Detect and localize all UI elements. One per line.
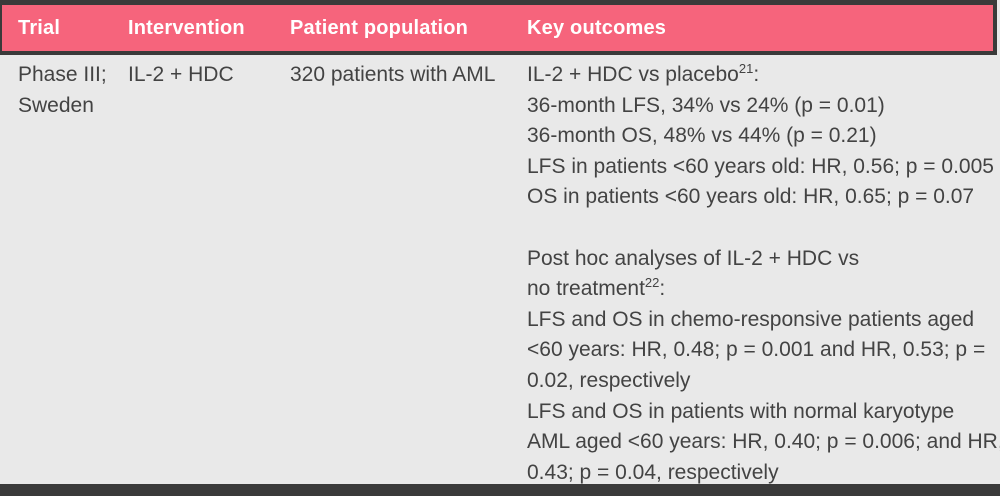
table-bottom-border — [0, 484, 1000, 496]
outcome-line: <60 years: HR, 0.48; p = 0.001 and HR, 0… — [527, 335, 1000, 366]
column-header-trial: Trial — [18, 16, 61, 39]
outcome-text: Post hoc analyses of IL-2 + HDC vs — [527, 246, 860, 270]
outcome-line: LFS in patients <60 years old: HR, 0.56;… — [527, 152, 1000, 183]
outcome-line: Post hoc analyses of IL-2 + HDC vs — [527, 244, 1000, 275]
reference-superscript: 22 — [644, 275, 660, 291]
outcome-text: LFS in patients <60 years old: HR, 0.56;… — [527, 154, 994, 178]
trial-line: Phase III; — [18, 63, 107, 86]
outcome-text: AML aged <60 years: HR, 0.40; p = 0.006;… — [527, 430, 1000, 454]
outcome-line: 0.02, respectively — [527, 366, 1000, 397]
outcome-text: : — [753, 63, 760, 86]
table-header-row: Trial Intervention Patient population Ke… — [2, 5, 993, 51]
outcome-text: 0.02, respectively — [527, 368, 691, 392]
table-header: Trial Intervention Patient population Ke… — [0, 0, 997, 55]
column-header-intervention: Intervention — [128, 16, 245, 39]
outcome-line: 0.43; p = 0.04, respectively — [527, 458, 1000, 489]
outcome-text: : — [659, 277, 666, 301]
outcome-text: OS in patients <60 years old: HR, 0.65; … — [527, 185, 975, 209]
outcome-text: 36-month OS, 48% vs 44% (p = 0.21) — [527, 124, 877, 148]
outcome-text: LFS and OS in chemo-responsive patients … — [527, 307, 975, 331]
outcome-line: 36-month LFS, 34% vs 24% (p = 0.01) — [527, 91, 1000, 122]
outcome-text: 0.43; p = 0.04, respectively — [527, 460, 779, 484]
outcome-text: 36-month LFS, 34% vs 24% (p = 0.01) — [527, 93, 885, 117]
cell-patient-population: 320 patients with AML — [290, 63, 496, 86]
outcome-line: 36-month OS, 48% vs 44% (p = 0.21) — [527, 121, 1000, 152]
trial-line: Sweden — [18, 93, 94, 117]
cell-intervention: IL-2 + HDC — [128, 63, 234, 86]
outcome-text: <60 years: HR, 0.48; p = 0.001 and HR, 0… — [527, 338, 986, 362]
outcome-line: AML aged <60 years: HR, 0.40; p = 0.006;… — [527, 427, 1000, 458]
outcome-text: LFS and OS in patients with normal karyo… — [527, 399, 955, 423]
cell-key-outcomes: IL-2 + HDC vs placebo21: 36-month LFS, 34… — [527, 60, 1000, 488]
table-row: Phase III; Sweden IL-2 + HDC 320 patients… — [0, 55, 1000, 484]
outcomes-paragraph: IL-2 + HDC vs placebo21: 36-month LFS, 34… — [527, 60, 1000, 213]
outcome-text: IL-2 + HDC vs placebo — [527, 63, 739, 86]
outcome-text: no treatment — [527, 277, 645, 301]
outcome-line: no treatment22: — [527, 274, 1000, 305]
cell-trial: Phase III; Sweden — [18, 60, 128, 488]
column-header-patient-population: Patient population — [290, 16, 469, 39]
outcomes-paragraph: Post hoc analyses of IL-2 + HDC vs no tre… — [527, 244, 1000, 489]
outcome-line: LFS and OS in chemo-responsive patients … — [527, 305, 1000, 336]
outcome-line: IL-2 + HDC vs placebo21: — [527, 60, 1000, 91]
column-header-key-outcomes: Key outcomes — [527, 16, 667, 39]
outcome-line: LFS and OS in patients with normal karyo… — [527, 397, 1000, 428]
reference-superscript: 21 — [738, 61, 754, 76]
outcome-line: OS in patients <60 years old: HR, 0.65; … — [527, 182, 1000, 213]
